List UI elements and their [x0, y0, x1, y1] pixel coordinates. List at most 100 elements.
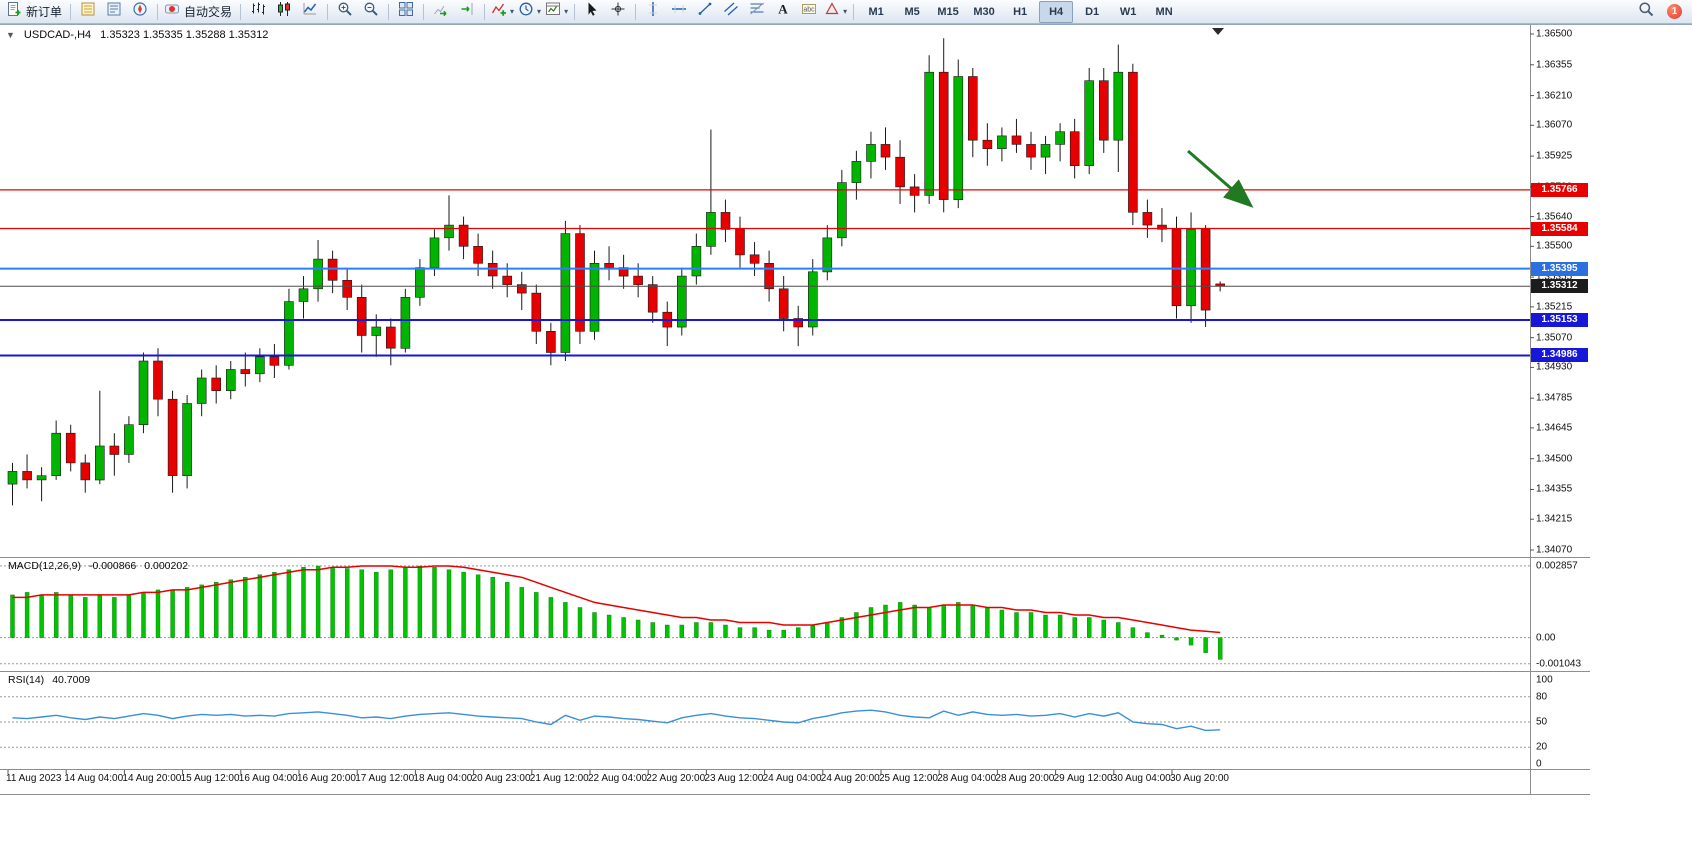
chart-canvas[interactable]: [0, 25, 1692, 854]
price-axis-label: 1.35500: [1536, 240, 1573, 252]
trend-arrow-annotation[interactable]: [1187, 149, 1254, 208]
timeframe-m15-button[interactable]: M15: [937, 5, 959, 18]
new-order-button[interactable]: 新订单: [5, 1, 65, 23]
support-level-3-tag: 1.34986: [1531, 348, 1588, 363]
zoom-out-icon: [363, 1, 379, 22]
auto-scroll-button[interactable]: [429, 1, 453, 23]
time-axis-label: 25 Aug 12:00: [879, 773, 938, 784]
rsi-indicator-label: RSI(14): [8, 674, 45, 686]
shapes-button[interactable]: ▾: [823, 1, 848, 23]
data-window-button[interactable]: [102, 1, 126, 23]
ohlc-values: 1.35323 1.35335 1.35288 1.35312: [100, 29, 269, 41]
candles-chart-button[interactable]: [272, 1, 296, 23]
time-axis-label: 18 Aug 04:00: [413, 773, 473, 784]
price-axis-label: 1.34500: [1536, 453, 1573, 465]
autotrade-button[interactable]: 自动交易: [163, 1, 235, 23]
chart-window[interactable]: ▼ USDCAD-,H4 1.35323 1.35335 1.35288 1.3…: [0, 24, 1692, 854]
price-axis-label: 1.35925: [1536, 150, 1573, 162]
price-axis-label: 1.34645: [1536, 422, 1573, 434]
horizontal-line-button[interactable]: [667, 1, 691, 23]
price-axis-ticks: [1530, 33, 1534, 551]
notification-badge[interactable]: 1: [1667, 4, 1682, 19]
channel-button[interactable]: [719, 1, 743, 23]
price-axis-label: 1.36355: [1536, 59, 1573, 71]
data-window-icon: [106, 1, 122, 22]
zoom-in-button[interactable]: [333, 1, 357, 23]
toolbar-separator: [574, 3, 576, 20]
rsi-value: 40.7009: [52, 674, 91, 686]
navigator-button[interactable]: [128, 1, 152, 23]
level-lines[interactable]: [0, 189, 1530, 357]
macd-indicator-label: MACD(12,26,9): [8, 560, 81, 572]
toolbar-separator: [635, 3, 637, 20]
time-axis-label: 11 Aug 2023: [6, 773, 62, 784]
periods-button[interactable]: ▾: [517, 1, 542, 23]
tile-windows-button[interactable]: [394, 1, 418, 23]
timeframe-h1-button[interactable]: H1: [1013, 5, 1028, 18]
macd-axis-label: 0.00: [1536, 632, 1556, 644]
templates-button[interactable]: ▾: [544, 1, 569, 23]
vertical-line-button[interactable]: [641, 1, 665, 23]
timeframe-m30-button[interactable]: M30: [973, 5, 995, 18]
dropdown-caret-icon: ▾: [537, 7, 542, 16]
toolbar-separator: [423, 3, 425, 20]
timeframe-mn-button[interactable]: MN: [1155, 5, 1173, 18]
time-axis-label: 22 Aug 20:00: [646, 773, 706, 784]
time-axis-label: 15 Aug 12:00: [180, 773, 240, 784]
svg-text:abc: abc: [803, 7, 815, 14]
time-axis-label: 30 Aug 04:00: [1111, 773, 1171, 784]
macd-axis-label: -0.001043: [1536, 658, 1582, 670]
macd-value: -0.000866: [88, 560, 137, 572]
new-order-icon: [6, 1, 22, 22]
text-label-button[interactable]: abc: [797, 1, 821, 23]
svg-text:A: A: [778, 2, 788, 17]
timeframe-h4-button[interactable]: H4: [1039, 0, 1074, 23]
navigator-icon: [132, 1, 148, 22]
timeframe-w1-button[interactable]: W1: [1119, 5, 1137, 18]
chart-title: ▼ USDCAD-,H4 1.35323 1.35335 1.35288 1.3…: [6, 29, 268, 41]
market-watch-icon: [80, 1, 96, 22]
zoom-out-button[interactable]: [359, 1, 383, 23]
line-chart-button[interactable]: [298, 1, 322, 23]
collapse-arrow-icon[interactable]: ▼: [6, 30, 15, 40]
price-axis-label: 1.34785: [1536, 392, 1573, 404]
timeframe-m1-button[interactable]: M1: [868, 5, 884, 18]
chart-shift-marker[interactable]: [1212, 28, 1224, 35]
resistance-level-2-tag: 1.35584: [1531, 221, 1588, 236]
candles-layer: [7, 38, 1225, 506]
time-axis-label: 30 Aug 20:00: [1170, 773, 1229, 784]
trendline-button[interactable]: [693, 1, 717, 23]
periods-icon: [518, 1, 534, 22]
cursor-button[interactable]: [580, 1, 604, 23]
bars-chart-button[interactable]: [246, 1, 270, 23]
toolbar-separator: [240, 3, 242, 20]
dropdown-caret-icon: ▾: [843, 7, 848, 16]
timeframe-d1-button[interactable]: D1: [1085, 5, 1100, 18]
toolbar-separator: [484, 3, 486, 20]
tile-windows-icon: [398, 1, 414, 22]
channel-icon: [723, 1, 739, 22]
fibonacci-button[interactable]: [745, 1, 769, 23]
toolbar-right: 1: [1633, 1, 1682, 23]
macd-signal-line: [12, 565, 1221, 634]
search-button[interactable]: [1634, 1, 1658, 23]
time-axis-label: 20 Aug 23:00: [471, 773, 531, 784]
auto-scroll-icon: [433, 1, 449, 22]
text-button[interactable]: A: [771, 1, 795, 23]
line-chart-icon: [302, 1, 318, 22]
timeframe-m5-button[interactable]: M5: [904, 5, 920, 18]
templates-icon: [545, 1, 561, 22]
macd-axis-label: 0.002857: [1536, 560, 1578, 572]
indicator-gridlines: [0, 565, 1530, 748]
rsi-axis-label: 80: [1536, 691, 1548, 703]
time-axis-label: 28 Aug 20:00: [995, 773, 1055, 784]
indicators-button[interactable]: ▾: [490, 1, 515, 23]
rsi-axis-label: 100: [1536, 674, 1553, 686]
crosshair-button[interactable]: [606, 1, 630, 23]
time-axis-label: 16 Aug 04:00: [238, 773, 298, 784]
time-axis-label: 28 Aug 04:00: [937, 773, 997, 784]
market-watch-button[interactable]: [76, 1, 100, 23]
chart-shift-button[interactable]: [455, 1, 479, 23]
dropdown-caret-icon: ▾: [510, 7, 515, 16]
